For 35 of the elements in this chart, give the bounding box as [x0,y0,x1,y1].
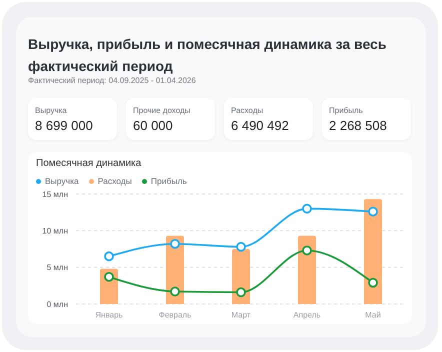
point [104,251,114,262]
bar [298,236,316,304]
text: Фактический период: 04.09.2025 - 01.04.2026 [28,76,196,85]
y-tick-label: 10 млн [42,226,68,236]
category-label: Прибыль [329,106,363,115]
point [302,246,312,256]
point [170,238,180,249]
chart-title: Помесячная динамика [36,158,142,169]
text: Выручка, прибыль и помесячная динамика за весь фактический период [28,35,388,76]
point [104,272,114,282]
point [236,242,246,252]
y-tick-label: 0 млн [46,300,68,309]
y-tick-label: 5 млн [46,263,68,272]
x-tick-label: Январь [95,310,123,320]
category-label: Расходы [231,106,264,115]
x-tick-label: Май [365,310,381,320]
x-tick-label: Февраль [158,310,192,320]
x-tick-label: Март [231,310,251,320]
legend-label: Выручка [45,176,79,186]
point [236,287,246,298]
data-label: 60 000 [133,118,173,133]
point [302,204,312,214]
x-tick-label: Апрель [293,310,321,320]
legend-label: Прибыль [150,176,187,186]
category-label: Выручка [35,106,67,115]
legend-label: Расходы [98,176,132,186]
data-label: 6 490 492 [231,118,289,133]
data-label: 8 699 000 [35,118,93,133]
data-label: 2 268 508 [329,118,387,133]
point [368,278,378,288]
bar [364,199,382,304]
point [368,206,378,216]
point [170,286,180,296]
y-tick-label: 15 млн [42,190,68,199]
category-label: Прочие доходы [133,106,190,115]
